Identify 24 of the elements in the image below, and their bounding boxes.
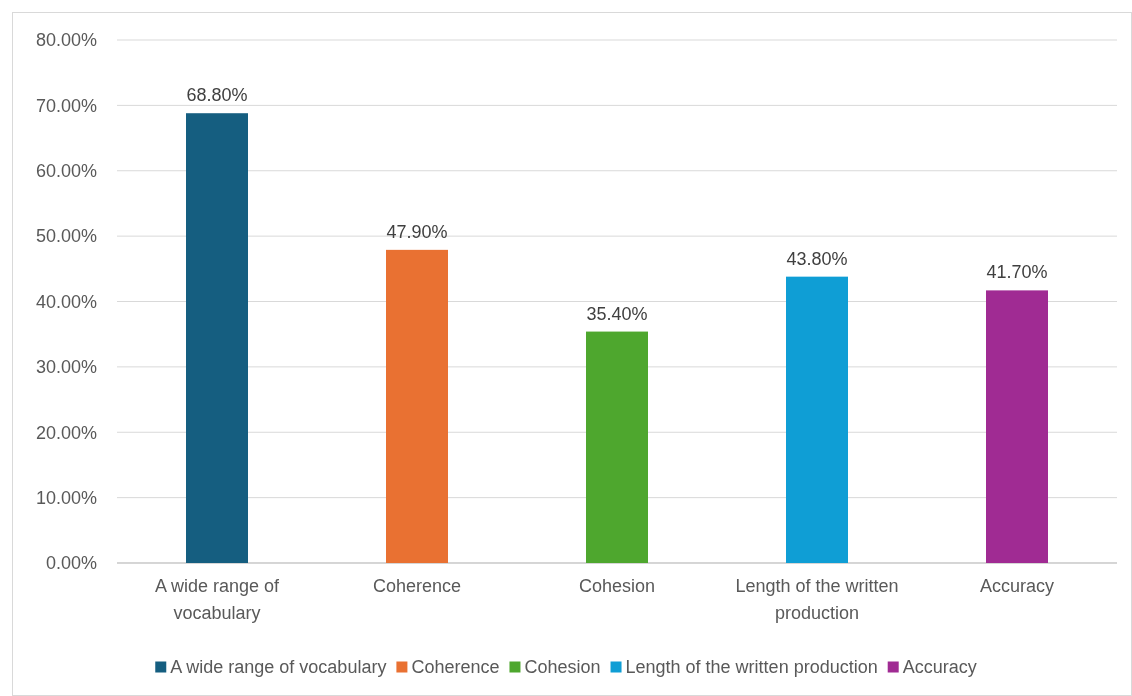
x-tick-label: Cohesion	[578, 576, 656, 596]
y-tick-label: 10.00%	[35, 487, 97, 508]
x-tick-label: Length of the written production	[735, 576, 899, 623]
data-label: 35.40%	[586, 303, 648, 324]
legend-label: Cohesion	[524, 657, 601, 678]
y-tick-label: 50.00%	[35, 226, 97, 247]
y-tick-label: 40.00%	[35, 291, 97, 312]
y-tick-label: 0.00%	[45, 553, 97, 574]
data-label: 68.80%	[186, 85, 248, 106]
data-label: 41.70%	[986, 262, 1048, 283]
x-tick-label: A wide range of vocabulary	[154, 576, 281, 623]
y-tick-label: 20.00%	[35, 422, 97, 443]
x-tick-label: Coherence	[372, 576, 462, 596]
data-label: 43.80%	[786, 248, 848, 269]
legend-label: A wide range of vocabulary	[170, 657, 387, 678]
legend-label: Length of the written production	[625, 657, 878, 678]
x-tick-label: Accuracy	[979, 576, 1055, 596]
y-tick-label: 30.00%	[35, 357, 97, 378]
data-label: 47.90%	[386, 221, 448, 242]
y-tick-label: 80.00%	[35, 30, 97, 51]
legend-label: Coherence	[411, 657, 500, 678]
y-tick-label: 60.00%	[35, 161, 97, 182]
legend-label: Accuracy	[902, 657, 977, 678]
y-tick-label: 70.00%	[35, 95, 97, 116]
